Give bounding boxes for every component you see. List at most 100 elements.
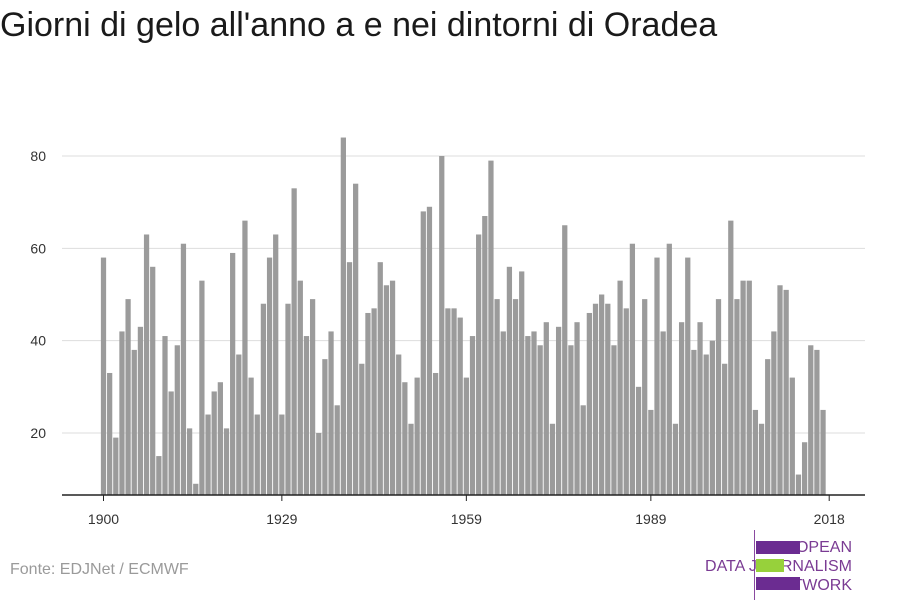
- bar-2007[interactable]: [758, 423, 765, 495]
- bar-1991[interactable]: [660, 331, 666, 495]
- bar-1935[interactable]: [316, 433, 322, 495]
- bar-1948[interactable]: [396, 354, 402, 495]
- bar-1913[interactable]: [180, 243, 187, 495]
- bar-1952[interactable]: [420, 211, 426, 495]
- bar-1926[interactable]: [260, 303, 267, 495]
- bar-1955[interactable]: [439, 156, 445, 495]
- bar-1921[interactable]: [230, 252, 236, 495]
- bar-1928[interactable]: [273, 234, 279, 496]
- bar-1943[interactable]: [365, 312, 371, 495]
- bar-1964[interactable]: [494, 299, 500, 495]
- bar-1900[interactable]: [100, 257, 107, 495]
- bar-1967[interactable]: [512, 299, 519, 495]
- bar-1995[interactable]: [685, 257, 691, 495]
- bar-1958[interactable]: [457, 317, 463, 495]
- bar-1985[interactable]: [623, 308, 629, 495]
- bar-1934[interactable]: [309, 299, 316, 495]
- bar-1972[interactable]: [543, 322, 549, 495]
- bar-1990[interactable]: [654, 257, 660, 495]
- bar-1906[interactable]: [137, 326, 144, 495]
- bar-2016[interactable]: [814, 349, 820, 495]
- bar-2006[interactable]: [752, 409, 759, 495]
- bar-1996[interactable]: [691, 349, 697, 495]
- bar-1909[interactable]: [156, 456, 162, 495]
- bar-1963[interactable]: [488, 160, 494, 495]
- bar-1994[interactable]: [678, 322, 685, 495]
- bar-1919[interactable]: [217, 382, 223, 495]
- bar-1914[interactable]: [186, 428, 193, 495]
- bar-1999[interactable]: [709, 340, 715, 495]
- bar-1939[interactable]: [340, 137, 346, 495]
- bar-1927[interactable]: [266, 257, 273, 495]
- bar-1946[interactable]: [383, 285, 390, 495]
- bar-1932[interactable]: [297, 280, 303, 495]
- bar-1962[interactable]: [482, 216, 488, 495]
- bar-1965[interactable]: [500, 331, 506, 495]
- bar-1954[interactable]: [432, 372, 439, 495]
- bar-2009[interactable]: [771, 331, 777, 495]
- bar-1988[interactable]: [642, 299, 648, 495]
- bar-2005[interactable]: [746, 280, 752, 495]
- bar-1983[interactable]: [611, 345, 617, 495]
- bar-1940[interactable]: [346, 262, 353, 495]
- bar-1953[interactable]: [426, 206, 433, 495]
- bar-1901[interactable]: [107, 372, 113, 495]
- bar-2011[interactable]: [783, 289, 789, 495]
- bar-1915[interactable]: [193, 483, 199, 495]
- bar-1979[interactable]: [586, 312, 592, 495]
- bar-1971[interactable]: [537, 345, 543, 495]
- bar-1984[interactable]: [617, 280, 623, 495]
- bar-1907[interactable]: [143, 234, 150, 496]
- bar-1977[interactable]: [574, 322, 580, 495]
- bar-1923[interactable]: [242, 220, 248, 495]
- bar-1904[interactable]: [125, 299, 131, 495]
- bar-1997[interactable]: [697, 322, 703, 495]
- bar-2001[interactable]: [722, 363, 728, 495]
- bar-1982[interactable]: [605, 303, 611, 495]
- bar-1930[interactable]: [285, 303, 291, 495]
- bar-1974[interactable]: [555, 326, 562, 495]
- bar-2000[interactable]: [715, 299, 722, 495]
- edjnet-logo[interactable]: EUROPEAN DATA JOURNALISM NETWORK: [700, 530, 900, 600]
- bar-1947[interactable]: [389, 280, 396, 495]
- bar-1925[interactable]: [254, 414, 260, 495]
- bar-1968[interactable]: [519, 271, 525, 495]
- bar-1980[interactable]: [592, 303, 599, 495]
- bar-1956[interactable]: [445, 308, 451, 495]
- bar-1950[interactable]: [408, 423, 414, 495]
- bar-1998[interactable]: [703, 354, 709, 495]
- bar-1961[interactable]: [476, 234, 482, 496]
- bar-1976[interactable]: [568, 345, 574, 495]
- bar-2015[interactable]: [808, 345, 814, 495]
- bar-1937[interactable]: [328, 331, 334, 495]
- bar-1969[interactable]: [525, 336, 531, 495]
- bar-1992[interactable]: [666, 243, 672, 495]
- bar-1945[interactable]: [377, 262, 383, 495]
- bar-1942[interactable]: [359, 363, 365, 495]
- bar-1912[interactable]: [174, 345, 180, 495]
- bar-2002[interactable]: [728, 220, 734, 495]
- bar-1966[interactable]: [506, 266, 513, 495]
- bar-1933[interactable]: [303, 336, 310, 495]
- bar-2017[interactable]: [820, 409, 826, 495]
- bar-1978[interactable]: [580, 405, 586, 495]
- bar-1975[interactable]: [562, 225, 568, 495]
- bar-1924[interactable]: [248, 377, 254, 495]
- bar-1941[interactable]: [353, 183, 359, 495]
- bar-2014[interactable]: [801, 442, 808, 495]
- bar-1973[interactable]: [549, 423, 556, 495]
- bar-2013[interactable]: [795, 474, 802, 495]
- bar-1911[interactable]: [168, 391, 174, 495]
- bar-2008[interactable]: [765, 359, 771, 495]
- bar-1944[interactable]: [371, 308, 377, 495]
- bar-1949[interactable]: [402, 382, 408, 495]
- bar-1951[interactable]: [414, 377, 420, 495]
- bar-1916[interactable]: [199, 280, 205, 495]
- bar-1957[interactable]: [451, 308, 457, 495]
- bar-1931[interactable]: [291, 188, 297, 495]
- bar-1936[interactable]: [322, 359, 328, 495]
- bar-1902[interactable]: [113, 437, 119, 495]
- bar-1993[interactable]: [672, 423, 679, 495]
- bar-1987[interactable]: [635, 386, 642, 495]
- bar-1917[interactable]: [205, 414, 211, 495]
